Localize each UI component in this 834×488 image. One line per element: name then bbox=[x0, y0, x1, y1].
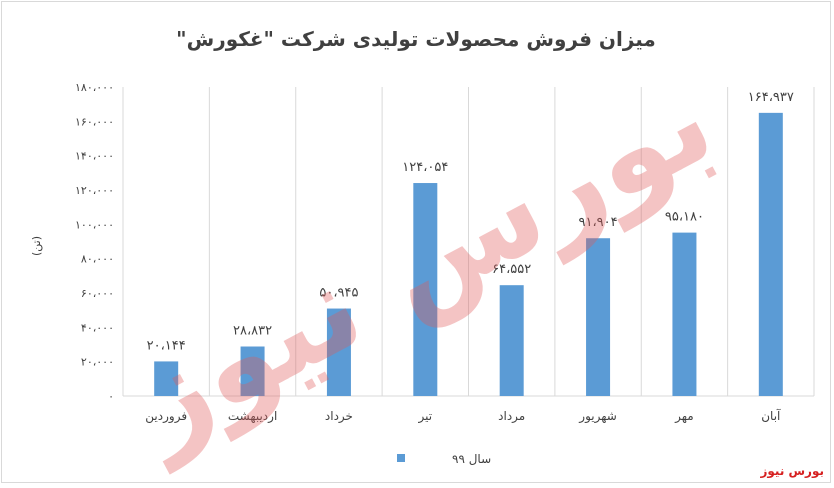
bar bbox=[154, 361, 179, 396]
y-tick-label: ۱۸۰،۰۰۰ bbox=[75, 81, 114, 94]
data-label: ۲۰،۱۴۴ bbox=[147, 338, 186, 353]
y-axis-label: (تن) bbox=[30, 236, 43, 256]
bar bbox=[240, 346, 265, 396]
bar bbox=[672, 232, 697, 396]
x-axis-categories: فروردین اردیبهشت خرداد تیر مرداد شهریور مهر آبا… bbox=[145, 408, 781, 424]
data-label: ۹۵،۱۸۰ bbox=[665, 210, 704, 225]
x-category-label: فروردین bbox=[145, 409, 187, 424]
x-category-label: خرداد bbox=[325, 409, 353, 424]
bars-group bbox=[154, 112, 783, 396]
legend-swatch bbox=[397, 454, 405, 462]
y-tick-label: ۱۴۰،۰۰۰ bbox=[75, 150, 114, 163]
y-tick-label: ۰ bbox=[108, 390, 114, 403]
data-label: ۵۰،۹۴۵ bbox=[319, 286, 358, 301]
data-label: ۶۴،۵۵۲ bbox=[492, 262, 531, 277]
bar bbox=[499, 285, 524, 396]
grid-lines bbox=[122, 87, 815, 397]
y-tick-label: ۴۰،۰۰۰ bbox=[81, 321, 114, 334]
legend-label: سال ۹۹ bbox=[452, 452, 491, 466]
bar bbox=[758, 112, 783, 396]
x-category-label: اردیبهشت bbox=[228, 409, 277, 424]
x-category-label: مهر bbox=[674, 409, 694, 424]
y-tick-label: ۲۰،۰۰۰ bbox=[81, 356, 114, 369]
y-tick-label: ۸۰،۰۰۰ bbox=[81, 253, 114, 266]
data-label: ۹۱،۹۰۴ bbox=[579, 215, 618, 230]
legend: سال ۹۹ bbox=[397, 452, 491, 466]
source-label: بورس نیوز bbox=[760, 464, 824, 478]
bar bbox=[326, 308, 351, 396]
y-axis-ticks: ۰ ۲۰،۰۰۰ ۴۰،۰۰۰ ۶۰،۰۰۰ ۸۰،۰۰۰ ۱۰۰،۰۰۰ ۱۲۰،۰۰۰ ۱… bbox=[75, 81, 114, 403]
data-label: ۱۶۴،۹۳۷ bbox=[748, 90, 794, 105]
y-tick-label: ۱۲۰،۰۰۰ bbox=[75, 184, 114, 197]
data-labels: ۲۰،۱۴۴ ۲۸،۸۳۲ ۵۰،۹۴۵ ۱۲۴،۰۵۴ ۶۴،۵۵۲ ۹۱،۹۰۴ ۹۵،… bbox=[147, 90, 794, 354]
x-category-label: آبان bbox=[761, 408, 781, 423]
chart-title: میزان فروش محصولات تولیدی شرکت "غکورش" bbox=[176, 27, 656, 51]
y-tick-label: ۶۰،۰۰۰ bbox=[81, 287, 114, 300]
data-label: ۲۸،۸۳۲ bbox=[233, 324, 272, 339]
x-category-label: شهریور bbox=[578, 409, 617, 424]
x-category-label: مرداد bbox=[498, 409, 525, 424]
bar bbox=[413, 183, 438, 396]
data-label: ۱۲۴،۰۵۴ bbox=[402, 160, 448, 175]
y-tick-label: ۱۶۰،۰۰۰ bbox=[75, 115, 114, 128]
y-tick-label: ۱۰۰،۰۰۰ bbox=[75, 218, 114, 231]
x-category-label: تیر bbox=[418, 409, 433, 424]
bar bbox=[586, 238, 611, 396]
